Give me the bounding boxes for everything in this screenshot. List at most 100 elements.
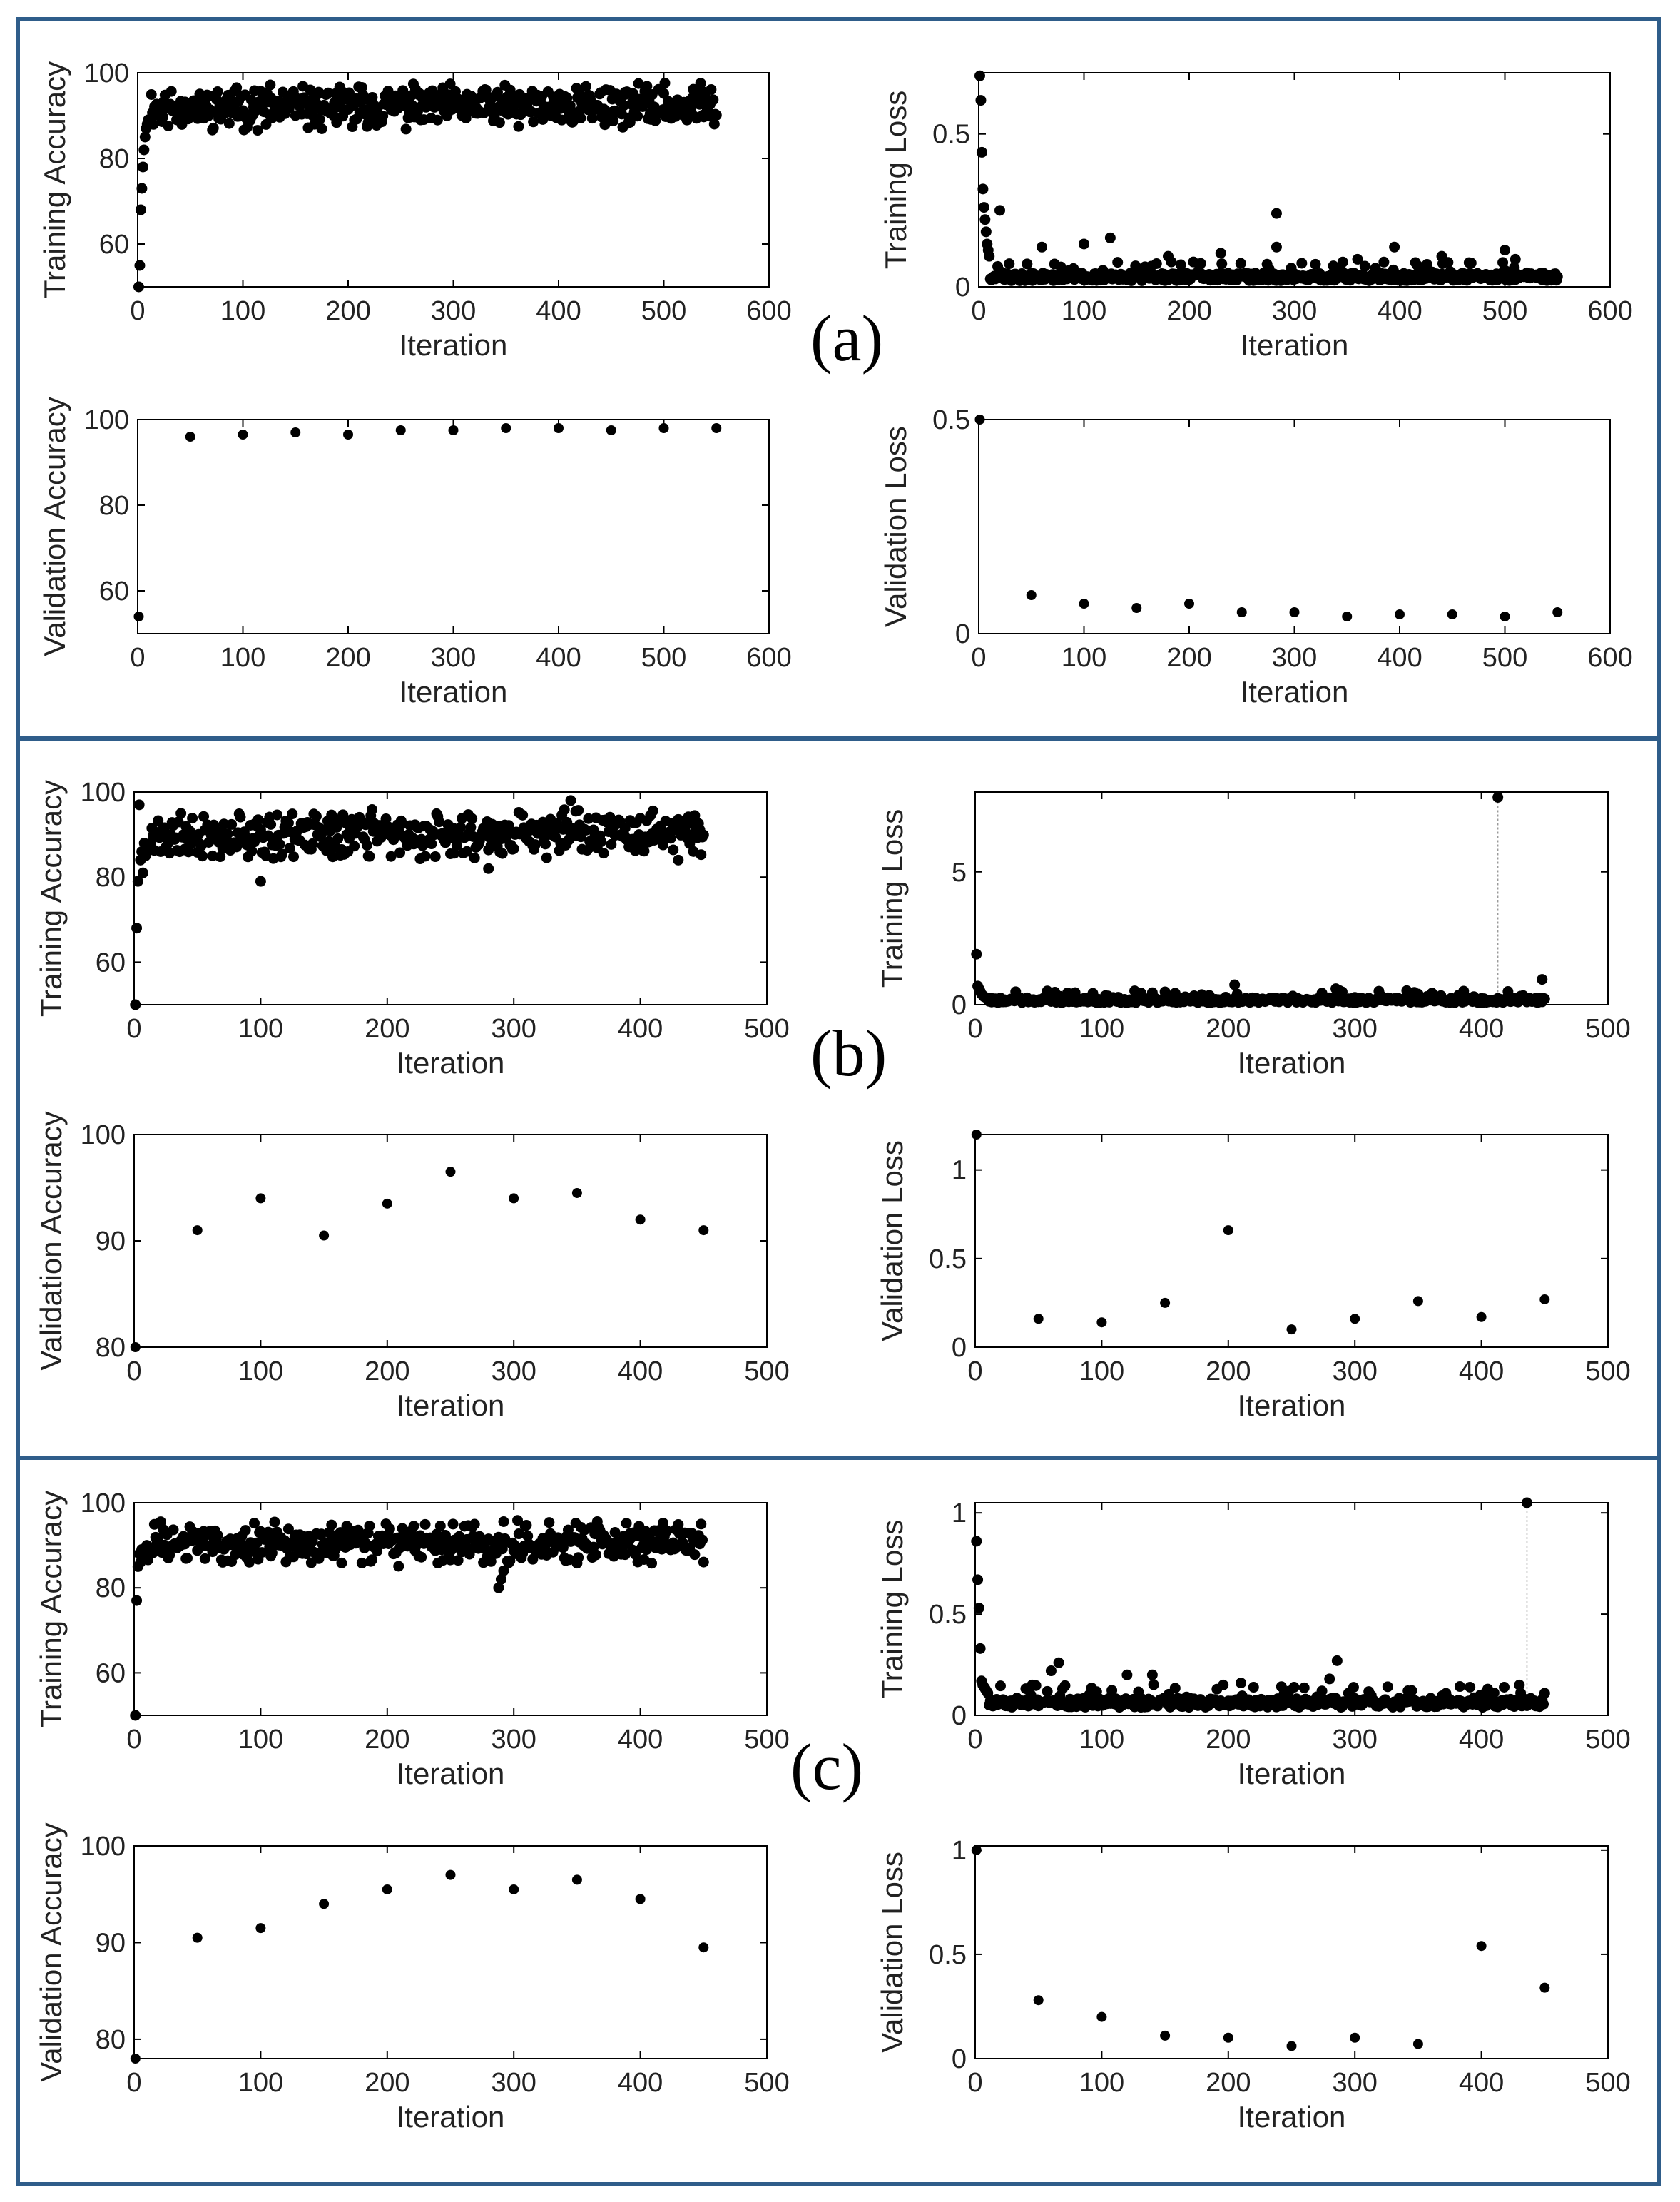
x-tick-label: 400 bbox=[1459, 1356, 1504, 1386]
data-point bbox=[698, 829, 709, 841]
data-point bbox=[1131, 603, 1142, 613]
data-point bbox=[182, 1553, 193, 1564]
data-point bbox=[1271, 241, 1282, 253]
data-point bbox=[465, 821, 477, 833]
data-point bbox=[132, 876, 143, 887]
data-point bbox=[971, 948, 982, 960]
data-point bbox=[1350, 1314, 1360, 1324]
data-point bbox=[1106, 1685, 1118, 1696]
data-point bbox=[974, 70, 985, 81]
data-point bbox=[978, 202, 989, 213]
x-axis-label: Iteration bbox=[399, 328, 508, 362]
data-point bbox=[246, 846, 258, 857]
data-point bbox=[1296, 258, 1308, 269]
x-tick-label: 600 bbox=[746, 296, 791, 326]
data-point bbox=[1184, 599, 1194, 609]
data-point bbox=[319, 1230, 330, 1241]
x-axis-label: Iteration bbox=[397, 2100, 505, 2133]
data-point bbox=[1324, 1673, 1335, 1685]
data-point bbox=[630, 845, 641, 856]
data-point bbox=[212, 1530, 223, 1541]
data-point bbox=[198, 811, 210, 822]
data-point bbox=[498, 1565, 509, 1576]
data-point bbox=[447, 1518, 459, 1530]
data-point bbox=[231, 841, 243, 853]
data-point bbox=[513, 1528, 524, 1540]
y-axis-label: Validation Accuracy bbox=[38, 397, 71, 656]
x-tick-label: 400 bbox=[618, 1356, 663, 1386]
x-tick-label: 100 bbox=[238, 2068, 283, 2098]
data-point bbox=[183, 846, 194, 858]
data-point bbox=[1195, 258, 1206, 269]
data-point bbox=[571, 1874, 582, 1885]
data-point bbox=[975, 95, 987, 106]
x-tick-label: 100 bbox=[238, 1725, 283, 1755]
data-point bbox=[504, 1555, 516, 1566]
data-point bbox=[658, 839, 669, 851]
x-tick-label: 0 bbox=[967, 1725, 982, 1755]
data-point bbox=[199, 1553, 210, 1564]
data-point bbox=[708, 94, 719, 106]
x-axis-label: Iteration bbox=[397, 1757, 505, 1790]
x-axis-label: Iteration bbox=[1238, 1046, 1346, 1080]
plot-frame bbox=[974, 791, 1609, 1005]
plot-frame bbox=[974, 1845, 1609, 2059]
data-point bbox=[130, 1710, 141, 1721]
data-point bbox=[1160, 1297, 1171, 1308]
data-point bbox=[658, 423, 669, 433]
data-point bbox=[1538, 1698, 1549, 1710]
data-point bbox=[497, 848, 508, 859]
data-point bbox=[1552, 607, 1563, 617]
y-tick-label: 100 bbox=[81, 1120, 126, 1150]
data-point bbox=[1500, 612, 1510, 621]
y-tick-label: 100 bbox=[81, 778, 126, 808]
data-point bbox=[382, 1884, 392, 1894]
series-points bbox=[971, 1497, 1550, 1713]
data-point bbox=[541, 852, 552, 863]
data-point bbox=[1510, 253, 1521, 265]
data-point bbox=[469, 1518, 480, 1530]
data-point bbox=[1465, 1681, 1476, 1693]
x-axis-label: Iteration bbox=[1238, 2100, 1346, 2133]
data-point bbox=[249, 1518, 260, 1529]
data-point bbox=[307, 838, 318, 849]
data-point bbox=[580, 824, 591, 836]
x-tick-label: 300 bbox=[491, 2068, 536, 2098]
data-point bbox=[1378, 256, 1390, 268]
data-point bbox=[1216, 258, 1228, 270]
data-point bbox=[139, 131, 151, 143]
data-point bbox=[1348, 1682, 1359, 1693]
y-tick-label: 100 bbox=[81, 1832, 126, 1862]
panel-label-b: (b) bbox=[810, 1017, 887, 1090]
data-point bbox=[314, 113, 325, 125]
data-point bbox=[356, 1557, 367, 1568]
data-point bbox=[449, 848, 460, 859]
data-point bbox=[1236, 607, 1247, 617]
y-tick-label: 100 bbox=[84, 59, 129, 88]
data-point bbox=[1059, 1680, 1071, 1691]
data-point bbox=[131, 923, 143, 934]
x-tick-label: 200 bbox=[1206, 2068, 1251, 2098]
data-point bbox=[665, 833, 676, 844]
y-tick-label: 80 bbox=[96, 863, 126, 893]
data-point bbox=[1286, 2041, 1297, 2051]
series-points bbox=[971, 791, 1550, 1008]
data-point bbox=[977, 183, 989, 195]
series-points bbox=[133, 423, 722, 621]
data-point bbox=[559, 804, 570, 816]
data-point bbox=[1352, 253, 1363, 265]
data-point bbox=[419, 1518, 431, 1530]
data-point bbox=[337, 809, 349, 821]
data-point bbox=[619, 822, 631, 833]
data-point bbox=[380, 813, 392, 825]
x-tick-label: 400 bbox=[1459, 1725, 1504, 1755]
data-point bbox=[673, 854, 684, 866]
data-point bbox=[984, 250, 995, 262]
data-point bbox=[1331, 1655, 1343, 1666]
data-point bbox=[641, 81, 653, 92]
data-point bbox=[445, 1554, 456, 1566]
data-point bbox=[554, 423, 564, 433]
x-tick-label: 100 bbox=[1062, 643, 1106, 673]
data-point bbox=[175, 808, 187, 819]
data-point bbox=[313, 1553, 325, 1564]
